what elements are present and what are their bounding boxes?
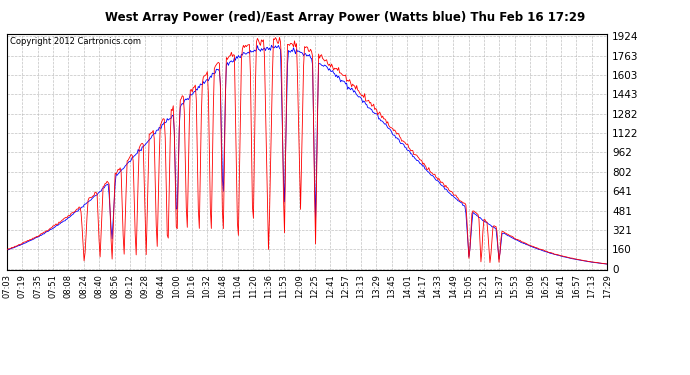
Text: West Array Power (red)/East Array Power (Watts blue) Thu Feb 16 17:29: West Array Power (red)/East Array Power … bbox=[105, 11, 585, 24]
Text: Copyright 2012 Cartronics.com: Copyright 2012 Cartronics.com bbox=[10, 37, 141, 46]
